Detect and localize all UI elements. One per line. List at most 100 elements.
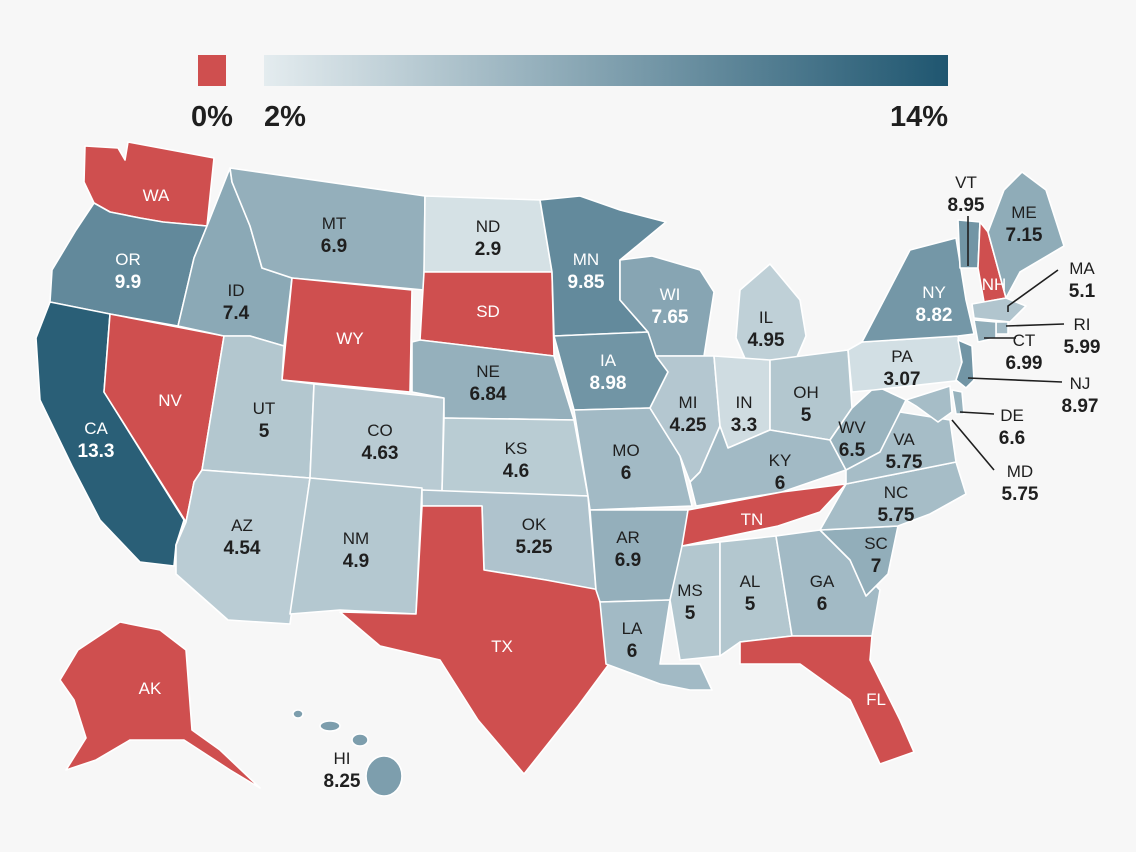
state-labels: WA OR 9.9 CA 13.3 NV ID 7.4 MT 6.9 WY UT 5 AZ… <box>78 173 1101 792</box>
state-label-OH: OH 5 <box>793 383 819 426</box>
state-NY <box>861 237 975 343</box>
state-label-RI: RI 5.99 <box>1064 315 1101 358</box>
state-label-NM: NM 4.9 <box>343 529 369 572</box>
state-abbr-NV: NV <box>158 391 182 410</box>
state-label-WI: WI 7.65 <box>652 285 689 328</box>
state-abbr-OR: OR <box>115 250 141 269</box>
state-label-VT: VT 8.95 <box>948 173 985 216</box>
state-value-SC: 7 <box>871 556 882 577</box>
state-label-MD: MD 5.75 <box>1002 462 1039 505</box>
state-abbr-DE: DE <box>1000 406 1024 425</box>
state-value-GA: 6 <box>817 594 828 615</box>
state-abbr-IN: IN <box>736 393 753 412</box>
state-abbr-CT: CT <box>1013 331 1036 350</box>
state-label-NC: NC 5.75 <box>878 483 915 526</box>
state-abbr-NM: NM <box>343 529 369 548</box>
state-value-MI: 4.95 <box>748 330 785 351</box>
state-value-VT: 8.95 <box>948 195 985 216</box>
state-label-CT: CT 6.99 <box>1006 331 1043 374</box>
state-TX <box>339 505 613 775</box>
state-label-WA: WA <box>143 186 170 205</box>
state-value-CT: 6.99 <box>1006 353 1043 374</box>
state-label-VA: VA 5.75 <box>886 430 923 473</box>
state-label-MS: MS 5 <box>677 581 703 624</box>
state-label-MA: MA 5.1 <box>1069 259 1096 302</box>
state-abbr-MD: MD <box>1007 462 1033 481</box>
state-value-CA: 13.3 <box>78 441 115 462</box>
state-shapes <box>35 141 1065 797</box>
state-HI <box>292 709 403 797</box>
state-MS <box>669 541 721 661</box>
state-LA <box>599 599 713 691</box>
state-MA <box>971 297 1027 323</box>
state-label-MO: MO 6 <box>612 441 639 484</box>
state-abbr-MO: MO <box>612 441 639 460</box>
state-label-NY: NY 8.82 <box>916 283 953 326</box>
state-abbr-MI: IL <box>759 308 773 327</box>
state-value-LA: 6 <box>627 641 638 662</box>
state-IA <box>553 331 669 411</box>
state-label-KY: KY 6 <box>769 451 792 494</box>
state-abbr-ID: ID <box>228 281 245 300</box>
legend-zero-label: 0% <box>191 101 233 133</box>
state-abbr-WY: WY <box>336 329 363 348</box>
state-value-ME: 7.15 <box>1006 225 1043 246</box>
state-value-MD: 5.75 <box>1002 484 1039 505</box>
state-NM <box>289 477 423 615</box>
state-abbr-TX: TX <box>491 637 513 656</box>
state-abbr-WV: WV <box>838 418 866 437</box>
state-label-ND: ND 2.9 <box>475 217 501 260</box>
state-NE <box>411 339 575 421</box>
legend-max-label: 14% <box>890 101 948 133</box>
state-label-WY: WY <box>336 329 363 348</box>
state-value-WI: 7.65 <box>652 307 689 328</box>
state-ME <box>987 171 1065 299</box>
state-DE <box>951 389 965 415</box>
state-value-NE: 6.84 <box>470 384 507 405</box>
state-abbr-TN: TN <box>741 510 764 529</box>
state-abbr-WA: WA <box>143 186 170 205</box>
state-value-OR: 9.9 <box>115 272 141 293</box>
state-label-MT: MT 6.9 <box>321 214 347 257</box>
state-abbr-HI: HI <box>334 749 351 768</box>
state-label-IA: IA 8.98 <box>590 351 627 394</box>
state-value-NM: 4.9 <box>343 551 369 572</box>
state-label-NJ: NJ 8.97 <box>1062 374 1099 417</box>
state-KY <box>689 425 847 507</box>
state-label-TX: TX <box>491 637 513 656</box>
state-abbr-KY: KY <box>769 451 792 470</box>
state-abbr-NC: NC <box>884 483 909 502</box>
state-value-OH: 5 <box>801 405 812 426</box>
state-label-NV: NV <box>158 391 182 410</box>
state-abbr-MA: MA <box>1069 259 1095 278</box>
state-label-ME: ME 7.15 <box>1006 203 1043 246</box>
state-value-HI: 8.25 <box>324 771 361 792</box>
state-value-MS: 5 <box>685 603 696 624</box>
state-abbr-CO: CO <box>367 421 393 440</box>
state-label-KS: KS 4.6 <box>503 439 529 482</box>
state-abbr-IA: IA <box>600 351 617 370</box>
state-label-IN: IN 3.3 <box>731 393 757 436</box>
state-label-UT: UT 5 <box>253 399 276 442</box>
state-abbr-AK: AK <box>139 679 162 698</box>
state-label-ID: ID 7.4 <box>223 281 250 324</box>
state-abbr-RI: RI <box>1074 315 1091 334</box>
state-value-AR: 6.9 <box>615 550 641 571</box>
state-value-AZ: 4.54 <box>224 538 261 559</box>
state-MD <box>905 385 953 423</box>
state-value-RI: 5.99 <box>1064 337 1101 358</box>
state-label-OR: OR 9.9 <box>115 250 141 293</box>
state-NJ <box>955 339 975 389</box>
state-value-MN: 9.85 <box>568 272 605 293</box>
state-value-DE: 6.6 <box>999 428 1025 449</box>
state-label-CA: CA 13.3 <box>78 419 115 462</box>
state-value-VA: 5.75 <box>886 452 923 473</box>
state-abbr-OK: OK <box>522 515 547 534</box>
state-label-AZ: AZ 4.54 <box>224 516 261 559</box>
state-abbr-IL: MI <box>679 393 698 412</box>
state-value-MT: 6.9 <box>321 236 347 257</box>
state-abbr-PA: PA <box>891 347 913 366</box>
state-abbr-FL: FL <box>866 690 886 709</box>
state-value-WV: 6.5 <box>839 440 866 461</box>
state-label-NE: NE 6.84 <box>470 362 507 405</box>
